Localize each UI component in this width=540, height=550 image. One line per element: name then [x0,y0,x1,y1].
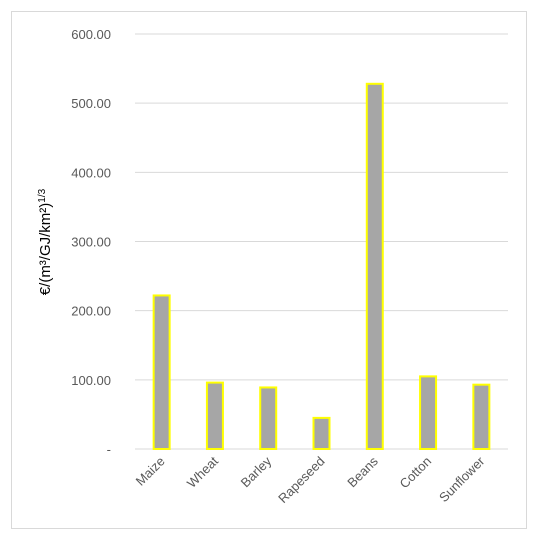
x-tick-label: Rapeseed [275,454,328,507]
x-tick-label: Cotton [396,454,434,492]
bar-wheat [205,381,224,451]
bar-rapeseed [312,416,331,450]
bar-beans [365,82,384,451]
x-tick-label: Wheat [184,453,221,490]
x-tick-label: Barley [238,453,275,490]
y-tick-label: 300.00 [71,235,111,250]
gridlines [135,33,508,450]
y-tick-labels: - 100.00 200.00 300.00 400.00 500.00 600.00 [71,27,111,457]
y-tick-label: - [107,442,111,457]
bar-cotton [419,375,438,450]
x-tick-labels: Maize Wheat Barley Rapeseed Beans Cotton Sunfl… [133,453,488,506]
x-tick-label: Sunflower [436,453,488,505]
y-tick-label: 100.00 [71,373,111,388]
bar-sunflower [472,383,491,450]
x-tick-label: Beans [344,453,381,490]
y-tick-label: 200.00 [71,304,111,319]
y-tick-label: 600.00 [71,27,111,42]
bars [152,82,491,451]
x-tick-label: Maize [133,454,168,489]
bar-maize [152,294,171,451]
bar-barley [259,386,278,451]
y-tick-label: 500.00 [71,96,111,111]
y-tick-label: 400.00 [71,165,111,180]
y-axis-label: €/(m³/GJ/km²)1/3 [37,188,55,295]
